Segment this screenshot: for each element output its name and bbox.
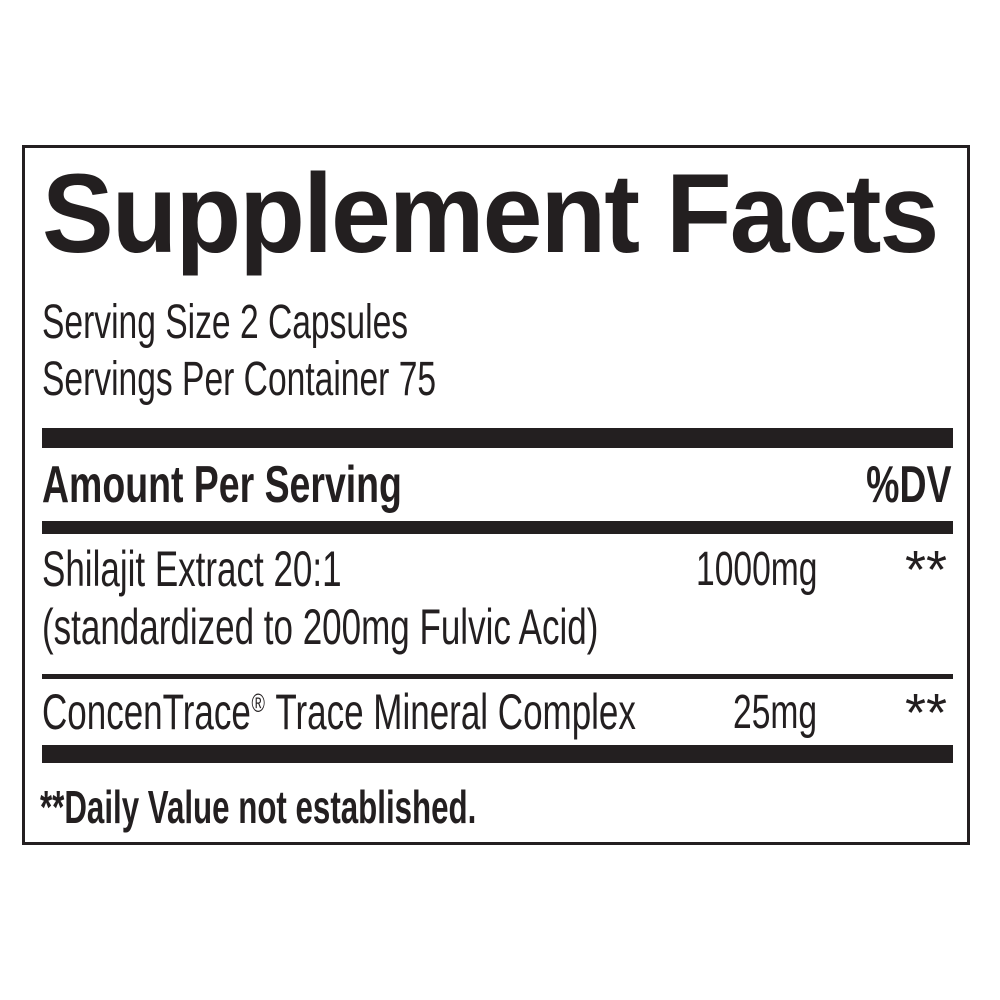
amount-per-serving-header: Amount Per Serving — [42, 456, 402, 514]
ingredient-name: ConcenTrace® Trace Mineral Complex — [42, 687, 636, 737]
percent-dv-header: %DV — [865, 456, 951, 514]
thin-divider — [42, 674, 953, 679]
panel-title: Supplement Facts — [42, 151, 939, 276]
supplement-facts-panel: Supplement Facts Serving Size 2 Capsules… — [22, 145, 970, 845]
registered-mark: ® — [251, 688, 265, 718]
daily-value-footnote: **Daily Value not established. — [40, 781, 477, 833]
ingredient-name-rest: Trace Mineral Complex — [266, 684, 636, 740]
ingredient-amount: 25mg — [732, 686, 817, 739]
ingredient-name: Shilajit Extract 20:1 — [42, 541, 342, 597]
thick-divider-header — [42, 521, 953, 534]
brand-name: ConcenTrace — [42, 684, 251, 740]
ingredient-dv: ** — [904, 683, 947, 743]
serving-size-text: Serving Size 2 Capsules — [42, 296, 409, 349]
thick-divider-top — [42, 428, 953, 448]
ingredient-dv: ** — [904, 540, 947, 600]
servings-per-container-text: Servings Per Container 75 — [42, 353, 437, 406]
ingredient-detail: (standardized to 200mg Fulvic Acid) — [42, 599, 599, 655]
ingredient-amount: 1000mg — [695, 543, 817, 596]
thick-divider-bottom — [42, 745, 953, 763]
